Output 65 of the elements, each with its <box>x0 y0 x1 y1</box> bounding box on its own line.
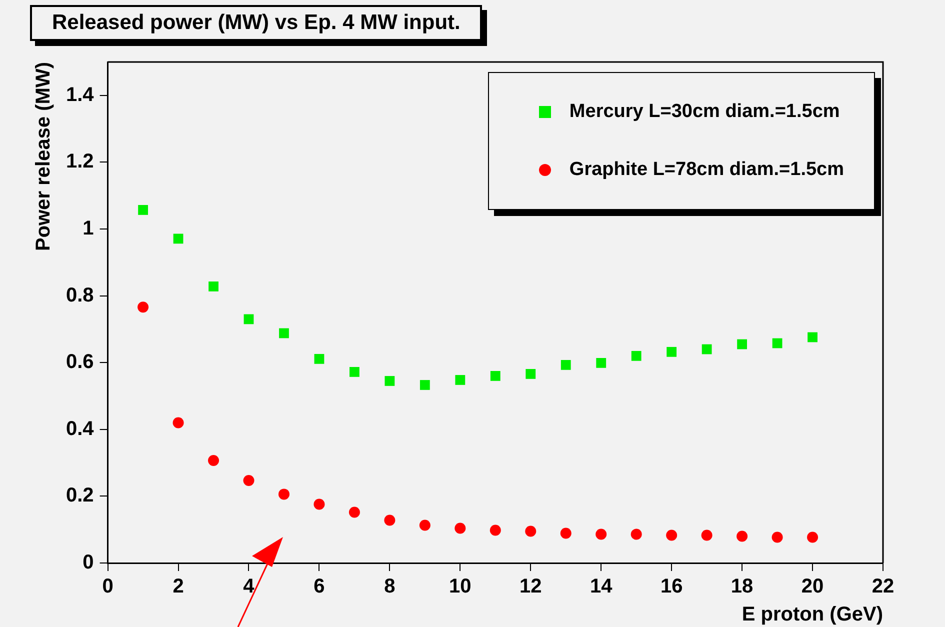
y-tick-label: 1.2 <box>66 150 94 173</box>
point <box>314 354 324 364</box>
x-tick-label: 22 <box>872 576 894 598</box>
y-tick-label: 0.4 <box>66 418 95 440</box>
point <box>243 475 254 486</box>
point <box>490 371 500 381</box>
point <box>737 339 748 350</box>
point <box>348 506 360 518</box>
x-tick-label: 2 <box>172 576 184 598</box>
point <box>279 328 289 338</box>
point <box>630 528 642 540</box>
x-tick-label: 6 <box>314 576 325 598</box>
y-axis-title: Power release (MW) <box>32 62 55 251</box>
point <box>666 346 677 357</box>
x-tick-label: 12 <box>520 576 542 598</box>
point <box>172 417 184 428</box>
point <box>631 350 642 361</box>
point <box>596 528 607 540</box>
x-tick-label: 10 <box>449 576 472 598</box>
legend-label: Mercury L=30cm diam.=1.5cm <box>569 101 840 123</box>
y-tick-label: 1 <box>82 218 94 240</box>
x-tick-label: 8 <box>384 576 396 598</box>
x-tick-label: 16 <box>660 576 683 598</box>
point <box>596 358 606 368</box>
point <box>278 488 290 500</box>
x-axis-title: E proton (GeV) <box>742 604 883 626</box>
point <box>702 344 712 354</box>
x-tick-label: 0 <box>102 576 114 598</box>
point <box>419 520 430 531</box>
point <box>314 498 325 510</box>
x-tick-label: 14 <box>590 576 614 598</box>
chart-title: Released power (MW) vs Ep. 4 MW input. <box>30 5 482 41</box>
x-tick-label: 20 <box>801 576 824 598</box>
point <box>807 532 818 543</box>
point <box>138 302 149 313</box>
point <box>208 454 220 466</box>
x-tick-label: 4 <box>243 576 256 598</box>
point <box>560 528 572 539</box>
point <box>736 530 748 542</box>
x-tick-label: 18 <box>730 576 754 598</box>
point <box>525 526 536 537</box>
legend-label: Graphite L=78cm diam.=1.5cm <box>569 159 844 181</box>
point <box>455 375 466 385</box>
point <box>420 380 430 390</box>
point <box>384 376 395 386</box>
point <box>526 369 536 379</box>
point <box>808 332 818 342</box>
y-tick-label: 0.8 <box>66 284 94 306</box>
point <box>666 530 678 541</box>
point <box>208 282 218 292</box>
point <box>490 524 501 536</box>
point <box>772 532 783 543</box>
point <box>454 522 466 534</box>
y-tick-label: 0.2 <box>66 484 94 507</box>
y-tick-label: 0 <box>82 552 94 574</box>
point <box>138 205 148 215</box>
point <box>772 338 782 348</box>
y-tick-label: 0.6 <box>66 351 94 374</box>
point <box>350 367 360 377</box>
point <box>244 314 254 324</box>
y-tick-label: 1.4 <box>66 84 95 106</box>
point <box>560 360 571 370</box>
point <box>173 234 184 244</box>
point <box>384 514 396 526</box>
point <box>701 530 712 541</box>
